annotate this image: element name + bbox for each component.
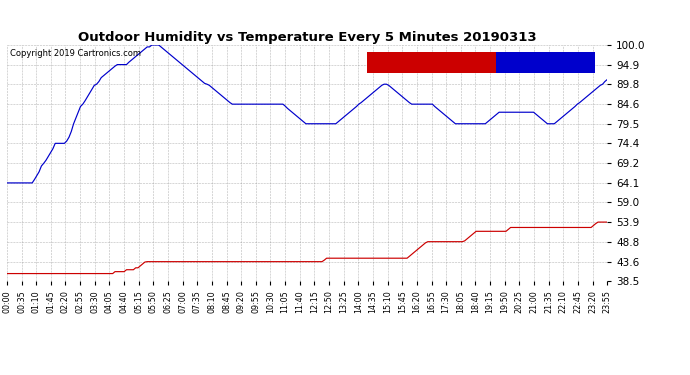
FancyBboxPatch shape [496,52,595,74]
FancyBboxPatch shape [367,52,496,74]
Text: Copyright 2019 Cartronics.com: Copyright 2019 Cartronics.com [10,49,141,58]
Title: Outdoor Humidity vs Temperature Every 5 Minutes 20190313: Outdoor Humidity vs Temperature Every 5 … [78,31,536,44]
Text: Humidity  (%): Humidity (%) [513,58,579,67]
Text: Temperature  (°F): Temperature (°F) [388,58,475,67]
